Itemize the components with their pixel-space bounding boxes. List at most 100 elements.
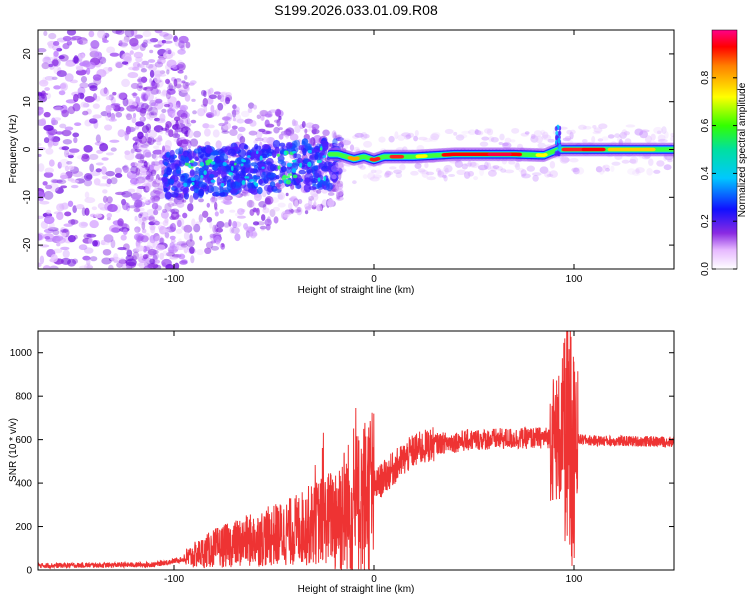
spectrogram-blob bbox=[133, 207, 141, 213]
spectrogram-blob bbox=[469, 161, 477, 167]
spectrogram-blob bbox=[130, 148, 135, 154]
spectrogram-blob bbox=[255, 169, 262, 178]
spectrogram-blob bbox=[207, 124, 215, 129]
spectrogram-blob bbox=[275, 175, 280, 180]
spectrogram-blob bbox=[189, 138, 199, 147]
spectrogram-blob bbox=[130, 82, 140, 90]
spectrogram-blob bbox=[318, 163, 325, 168]
spectrogram-blob bbox=[44, 87, 50, 91]
spectrogram-blob bbox=[138, 253, 144, 260]
spectrogram-blob bbox=[307, 149, 312, 154]
spectrogram-blob bbox=[297, 199, 303, 205]
spectrogram-blob bbox=[253, 181, 257, 185]
spectrogram-blob bbox=[142, 86, 148, 91]
spectrogram-blob bbox=[621, 129, 628, 137]
spectrogram-blob bbox=[187, 129, 194, 139]
spectrogram-blob bbox=[175, 120, 179, 129]
spectrogram-blob bbox=[362, 174, 368, 179]
spectrogram-blob bbox=[248, 130, 258, 136]
ridge-feature bbox=[557, 151, 561, 157]
spectrogram-blob bbox=[70, 184, 79, 189]
spectrogram-blob bbox=[52, 44, 61, 51]
spectrogram-blob bbox=[189, 194, 194, 204]
spectrogram-blob bbox=[141, 175, 147, 181]
spectrogram-blob bbox=[111, 30, 123, 34]
spectrogram-blob bbox=[75, 204, 85, 210]
spectrogram-blob bbox=[153, 219, 158, 224]
spectrogram-blob bbox=[285, 179, 291, 185]
spectrogram-blob bbox=[137, 160, 143, 169]
spectrogram-blob bbox=[80, 101, 88, 108]
spectrogram-blob bbox=[229, 226, 235, 234]
spectrogram-blob bbox=[518, 167, 525, 173]
spectrogram-blob bbox=[48, 159, 55, 167]
spectrogram-blob bbox=[150, 169, 157, 176]
spectrogram-blob bbox=[313, 165, 319, 170]
spectrogram-blob bbox=[146, 208, 156, 216]
spectrogram-blob bbox=[205, 146, 213, 154]
spectrogram-blob bbox=[53, 106, 64, 112]
spectrogram-blob bbox=[607, 134, 615, 139]
ridge-core bbox=[422, 154, 428, 158]
spectrogram-blob bbox=[129, 105, 136, 110]
spectrogram-blob bbox=[210, 179, 216, 183]
spectrogram-blob bbox=[183, 231, 190, 240]
spectrogram-y-ticks: -20 -10 0 10 20 bbox=[22, 48, 674, 252]
spectrogram-blob bbox=[82, 255, 91, 261]
spectrogram-blob bbox=[569, 157, 579, 163]
spectrogram-blob bbox=[218, 166, 227, 175]
spectrogram-blob bbox=[244, 226, 251, 231]
spectrogram-blob bbox=[60, 257, 71, 265]
y-tick-label: 600 bbox=[15, 435, 32, 446]
spectrogram-blob bbox=[359, 165, 366, 170]
spectrogram-blob bbox=[85, 61, 96, 70]
spectrogram-blob bbox=[582, 139, 588, 144]
spectrogram-blob bbox=[138, 212, 144, 217]
spectrogram-blob bbox=[215, 140, 222, 150]
spectrogram-blob bbox=[66, 160, 73, 165]
spectrogram-blob bbox=[196, 249, 204, 256]
spectrogram-blob bbox=[129, 37, 139, 47]
spectrogram-blob bbox=[145, 92, 155, 101]
spectrogram-blob bbox=[186, 117, 191, 125]
spectrogram-blob bbox=[272, 139, 281, 149]
spectrogram-blob bbox=[152, 187, 164, 194]
spectrogram-blob bbox=[90, 40, 100, 49]
spectrogram-blob bbox=[614, 153, 623, 161]
spectrogram-blob bbox=[159, 113, 166, 122]
spectrogram-blob bbox=[160, 127, 168, 131]
spectrogram-blob bbox=[134, 199, 143, 208]
spectrogram-blob bbox=[135, 167, 141, 176]
spectrogram-blob bbox=[225, 96, 231, 105]
spectrogram-blob bbox=[38, 163, 45, 172]
spectrogram-blob bbox=[241, 191, 247, 196]
spectrogram-blob bbox=[43, 215, 55, 225]
spectrogram-blob bbox=[261, 166, 265, 169]
snr-y-ticks: 0 200 400 600 800 1000 bbox=[10, 348, 674, 577]
spectrogram-blob bbox=[618, 140, 626, 147]
spectrogram-blob bbox=[569, 129, 576, 135]
spectrogram-blob bbox=[200, 174, 204, 179]
spectrogram-blob bbox=[58, 55, 65, 60]
spectrogram-blob bbox=[182, 117, 187, 125]
spectrogram-blob bbox=[131, 92, 138, 97]
spectrogram-blob bbox=[304, 210, 309, 215]
spectrogram-blob bbox=[173, 78, 178, 87]
spectrogram-blob bbox=[249, 209, 255, 216]
spectrogram-blob bbox=[64, 149, 69, 158]
spectrogram-blob bbox=[670, 135, 674, 142]
spectrogram-blob bbox=[122, 167, 131, 173]
spectrogram-blob bbox=[316, 159, 322, 164]
spectrogram-blob bbox=[165, 263, 174, 269]
spectrogram-blob bbox=[210, 245, 220, 251]
spectrogram-blob bbox=[247, 155, 251, 158]
spectrogram-blob bbox=[88, 30, 95, 38]
spectrogram-blob bbox=[143, 39, 148, 45]
spectrogram-blob bbox=[149, 258, 156, 265]
spectrogram-blob bbox=[278, 115, 282, 121]
spectrogram-blob bbox=[363, 140, 373, 148]
spectrogram-blob bbox=[467, 160, 472, 168]
spectrogram-blob bbox=[508, 160, 515, 165]
spectrogram-blob bbox=[653, 126, 663, 134]
spectrogram-blob bbox=[247, 107, 253, 113]
